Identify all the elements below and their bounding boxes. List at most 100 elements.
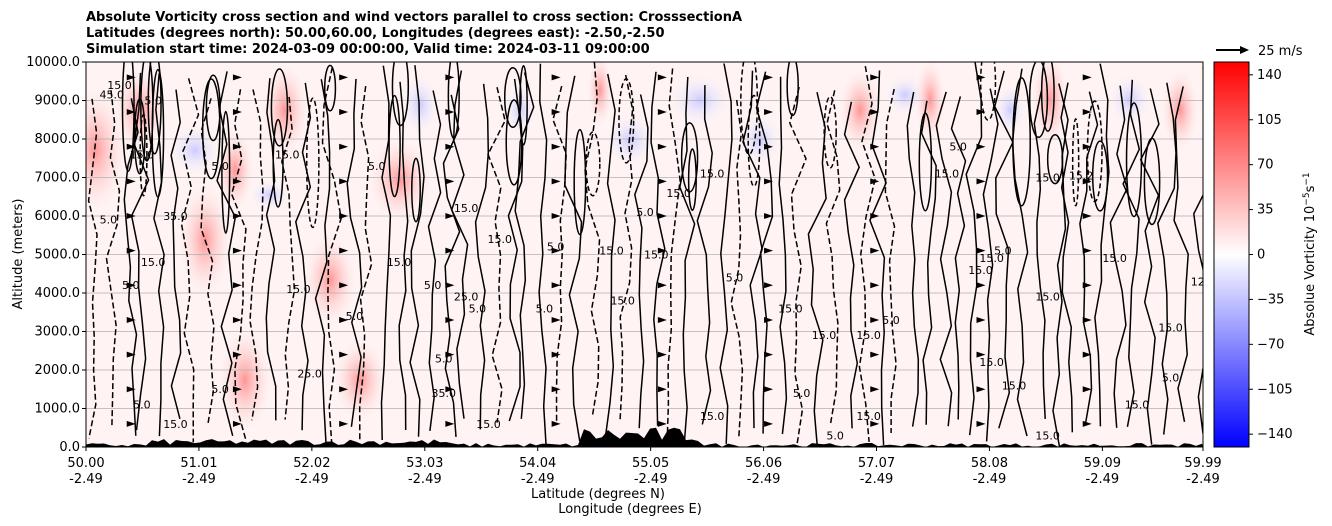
wind-vector-arrow xyxy=(764,247,774,254)
contour-line xyxy=(1122,79,1141,427)
wind-vector-arrow xyxy=(339,143,349,150)
x-axis: 50.00-2.4951.01-2.4952.02-2.4953.03-2.49… xyxy=(67,447,1222,487)
contour-line xyxy=(950,96,967,420)
contour-loop xyxy=(411,157,421,223)
y-tick-label: 0.0 xyxy=(59,440,80,455)
contour-line xyxy=(427,90,442,431)
wind-vector-arrow xyxy=(126,143,136,150)
contour-label: 5.0 xyxy=(536,302,554,315)
wind-vector-arrow xyxy=(1082,178,1092,185)
contour-line xyxy=(123,98,139,436)
contour-line xyxy=(249,89,264,421)
x-tick-label-lon: -2.49 xyxy=(408,472,442,487)
contour-loop xyxy=(388,94,401,198)
wind-vector-arrow xyxy=(339,282,349,289)
wind-vector-arrow xyxy=(764,282,774,289)
wind-vector-arrow xyxy=(126,213,136,219)
contour-label: 5.0 xyxy=(793,387,811,400)
wind-vector-arrow xyxy=(126,386,136,393)
contour-label: 15.0 xyxy=(979,252,1004,265)
contour-line xyxy=(442,94,461,437)
wind-vector-arrow xyxy=(445,316,455,323)
wind-vector-arrow xyxy=(445,178,455,185)
contour-loop xyxy=(1143,137,1161,226)
colorbar-tick-label: 0 xyxy=(1257,248,1265,263)
colorbar-label: Absolue Vorticity 10−5s−1 xyxy=(1302,172,1318,335)
wind-vector-arrow xyxy=(551,386,561,393)
contour-loop xyxy=(221,110,231,234)
wind-vector-arrow xyxy=(339,247,349,254)
contour-line xyxy=(321,67,342,445)
vorticity-negative-region xyxy=(885,75,925,115)
wind-vector-arrow xyxy=(232,386,242,393)
quiver-key: 25 m/s xyxy=(1216,44,1303,59)
vorticity-positive-region xyxy=(86,90,125,210)
contour-label: 15.0 xyxy=(644,248,669,261)
wind-vector-arrow xyxy=(339,386,349,393)
wind-vector-arrow xyxy=(232,143,242,150)
contour-line xyxy=(650,71,666,426)
wind-vector-arrow xyxy=(551,109,561,116)
colorbar-ticks: 140 105 70 35 0 −35 −70 −105 −140 xyxy=(1249,68,1293,442)
y-tick-label: 7000.0 xyxy=(35,171,81,186)
wind-vector-arrow xyxy=(1082,247,1092,254)
x-tick-label-lat: 55.05 xyxy=(632,456,669,471)
contour-label: 15.0 xyxy=(275,148,300,161)
colorbar-tick-label: −70 xyxy=(1257,337,1284,352)
x-tick-label-lat: 54.04 xyxy=(519,456,556,471)
colorbar-tick-label: −35 xyxy=(1257,292,1284,307)
wind-vector-arrow xyxy=(657,178,667,185)
contour-loop xyxy=(747,94,761,188)
wind-vector-arrow xyxy=(339,316,349,323)
x-tick-label-lon: -2.49 xyxy=(1186,472,1220,487)
contour-loop xyxy=(1040,62,1055,132)
x-tick-label-lat: 58.08 xyxy=(971,456,1008,471)
wind-vector-arrow xyxy=(976,247,986,254)
contour-label: 15.0 xyxy=(1102,252,1127,265)
contour-label: 15.0 xyxy=(487,233,512,246)
title-line-2: Latitudes (degrees north): 50.00,60.00, … xyxy=(86,26,665,41)
wind-vector-arrow xyxy=(126,109,136,116)
vorticity-positive-region xyxy=(840,70,880,150)
x-tick-label-lat: 59.09 xyxy=(1084,456,1121,471)
x-tick-label-lon: -2.49 xyxy=(1086,472,1120,487)
vorticity-positive-region xyxy=(305,235,355,325)
contour-line xyxy=(1060,82,1074,433)
wind-vector-arrow xyxy=(1082,351,1092,358)
wind-vector-arrow xyxy=(870,143,880,150)
wind-vector-arrow xyxy=(657,282,667,289)
wind-vector-arrow xyxy=(1082,386,1092,393)
wind-vector-arrow xyxy=(551,247,561,254)
x-tick-label-lat: 52.02 xyxy=(293,456,330,471)
contour-label: 15.0 xyxy=(979,356,1004,369)
contour-loop xyxy=(573,128,587,236)
contour-line xyxy=(843,101,861,429)
contour-loop xyxy=(270,68,289,147)
wind-vector-arrow xyxy=(232,282,242,289)
contour-line xyxy=(1094,63,1110,427)
contour-label: 15.0 xyxy=(1035,429,1060,442)
contour-label: 35.0 xyxy=(163,210,188,223)
contour-label: 15.0 xyxy=(700,168,725,181)
wind-vector-arrow xyxy=(232,178,242,185)
y-tick-label: 3000.0 xyxy=(35,325,81,340)
wind-vector-arrow xyxy=(976,282,986,289)
contour-line xyxy=(825,90,841,424)
contour-label: 5.0 xyxy=(949,141,967,154)
contour-label: 5.0 xyxy=(144,94,162,107)
wind-vector-arrow xyxy=(339,178,349,185)
contour-labels: 15.045.0 5.015.05.015.05.035.05.015.05.0 1… xyxy=(99,79,1216,442)
contour-loop xyxy=(205,74,221,142)
wind-vector-arrow xyxy=(870,247,880,254)
contour-line xyxy=(216,71,237,436)
wind-vector-arrow xyxy=(445,74,455,81)
vorticity-negative-region xyxy=(670,75,730,125)
contour-label: 15.0 xyxy=(856,329,881,342)
contour-line xyxy=(105,90,121,427)
wind-vector-arrow xyxy=(764,178,774,185)
wind-vector-arrow xyxy=(445,109,455,116)
contour-label: 5.0 xyxy=(1162,372,1180,385)
y-tick-label: 10000.0 xyxy=(26,55,80,70)
contour-label: 12.5 xyxy=(1191,275,1216,288)
